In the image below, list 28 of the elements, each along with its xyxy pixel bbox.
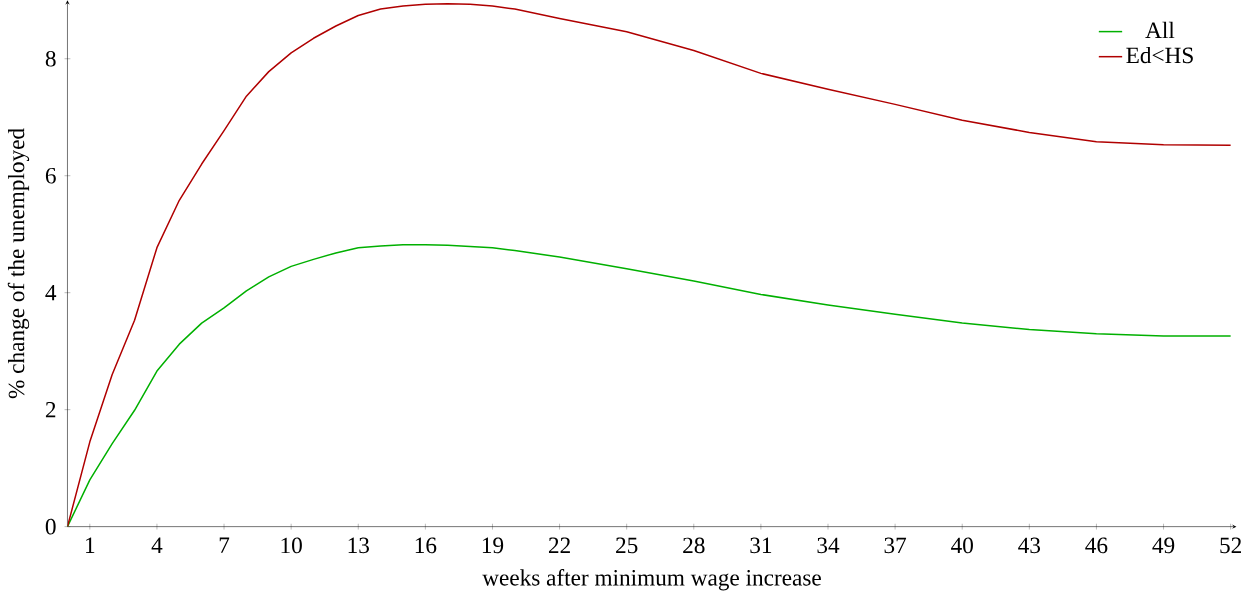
y-tick-label: 0: [45, 518, 56, 535]
x-tick-label: 25: [616, 537, 638, 554]
x-tick-label: 4: [151, 537, 163, 553]
y-tick-label: 4: [45, 284, 57, 301]
x-tick-label: 22: [548, 537, 570, 553]
x-tick-label: 1: [86, 537, 95, 553]
x-tick-label: 34: [817, 537, 840, 554]
y-tick-label: 6: [45, 167, 56, 184]
x-tick-label: 46: [1085, 537, 1108, 554]
x-tick-label: 7: [219, 537, 230, 553]
line-series: [67, 2, 1232, 527]
x-tick-label: 13: [348, 537, 369, 554]
y-tick-label: 8: [45, 50, 56, 67]
x-tick-label: 37: [884, 537, 907, 554]
x-tick-label: 31: [750, 537, 772, 554]
x-tick-label: 16: [415, 537, 437, 554]
x-axis-title: weeks after minimum wage increase: [482, 568, 821, 591]
x-tick-label: 49: [1152, 537, 1175, 554]
x-tick-label: 10: [281, 537, 302, 554]
x-tick-label: 40: [951, 537, 973, 554]
x-tick-label: 28: [683, 537, 705, 554]
legend-label: All: [1145, 21, 1175, 38]
x-tick-label: 19: [482, 537, 504, 554]
y-tick-label: 2: [45, 401, 56, 418]
y-axis-title: % change of the unemployed: [7, 128, 30, 399]
x-tick-label: 52: [1220, 537, 1241, 554]
legend-label: Ed<HS: [1126, 46, 1193, 64]
x-tick-label: 43: [1018, 537, 1041, 554]
